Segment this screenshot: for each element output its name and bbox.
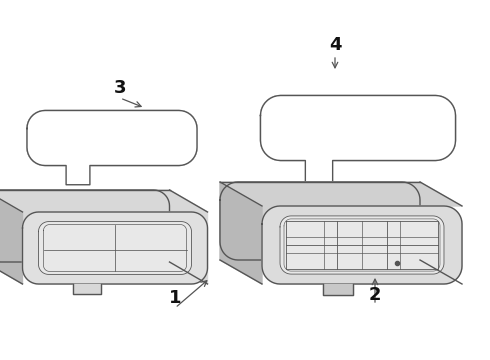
Polygon shape bbox=[170, 190, 207, 284]
Text: 1: 1 bbox=[169, 289, 181, 307]
Polygon shape bbox=[280, 216, 444, 274]
Polygon shape bbox=[73, 284, 101, 294]
Polygon shape bbox=[262, 206, 462, 284]
Text: 2: 2 bbox=[369, 286, 381, 304]
Polygon shape bbox=[323, 284, 353, 295]
Text: 3: 3 bbox=[114, 79, 126, 97]
Polygon shape bbox=[220, 182, 420, 260]
Polygon shape bbox=[39, 222, 192, 274]
Polygon shape bbox=[220, 182, 262, 284]
Polygon shape bbox=[220, 182, 462, 206]
Polygon shape bbox=[23, 212, 207, 284]
Text: 4: 4 bbox=[329, 36, 341, 54]
Polygon shape bbox=[0, 190, 170, 262]
Polygon shape bbox=[27, 111, 197, 185]
Polygon shape bbox=[27, 111, 197, 166]
Polygon shape bbox=[0, 190, 207, 212]
Polygon shape bbox=[261, 95, 456, 161]
Polygon shape bbox=[261, 95, 456, 183]
Polygon shape bbox=[0, 190, 23, 284]
